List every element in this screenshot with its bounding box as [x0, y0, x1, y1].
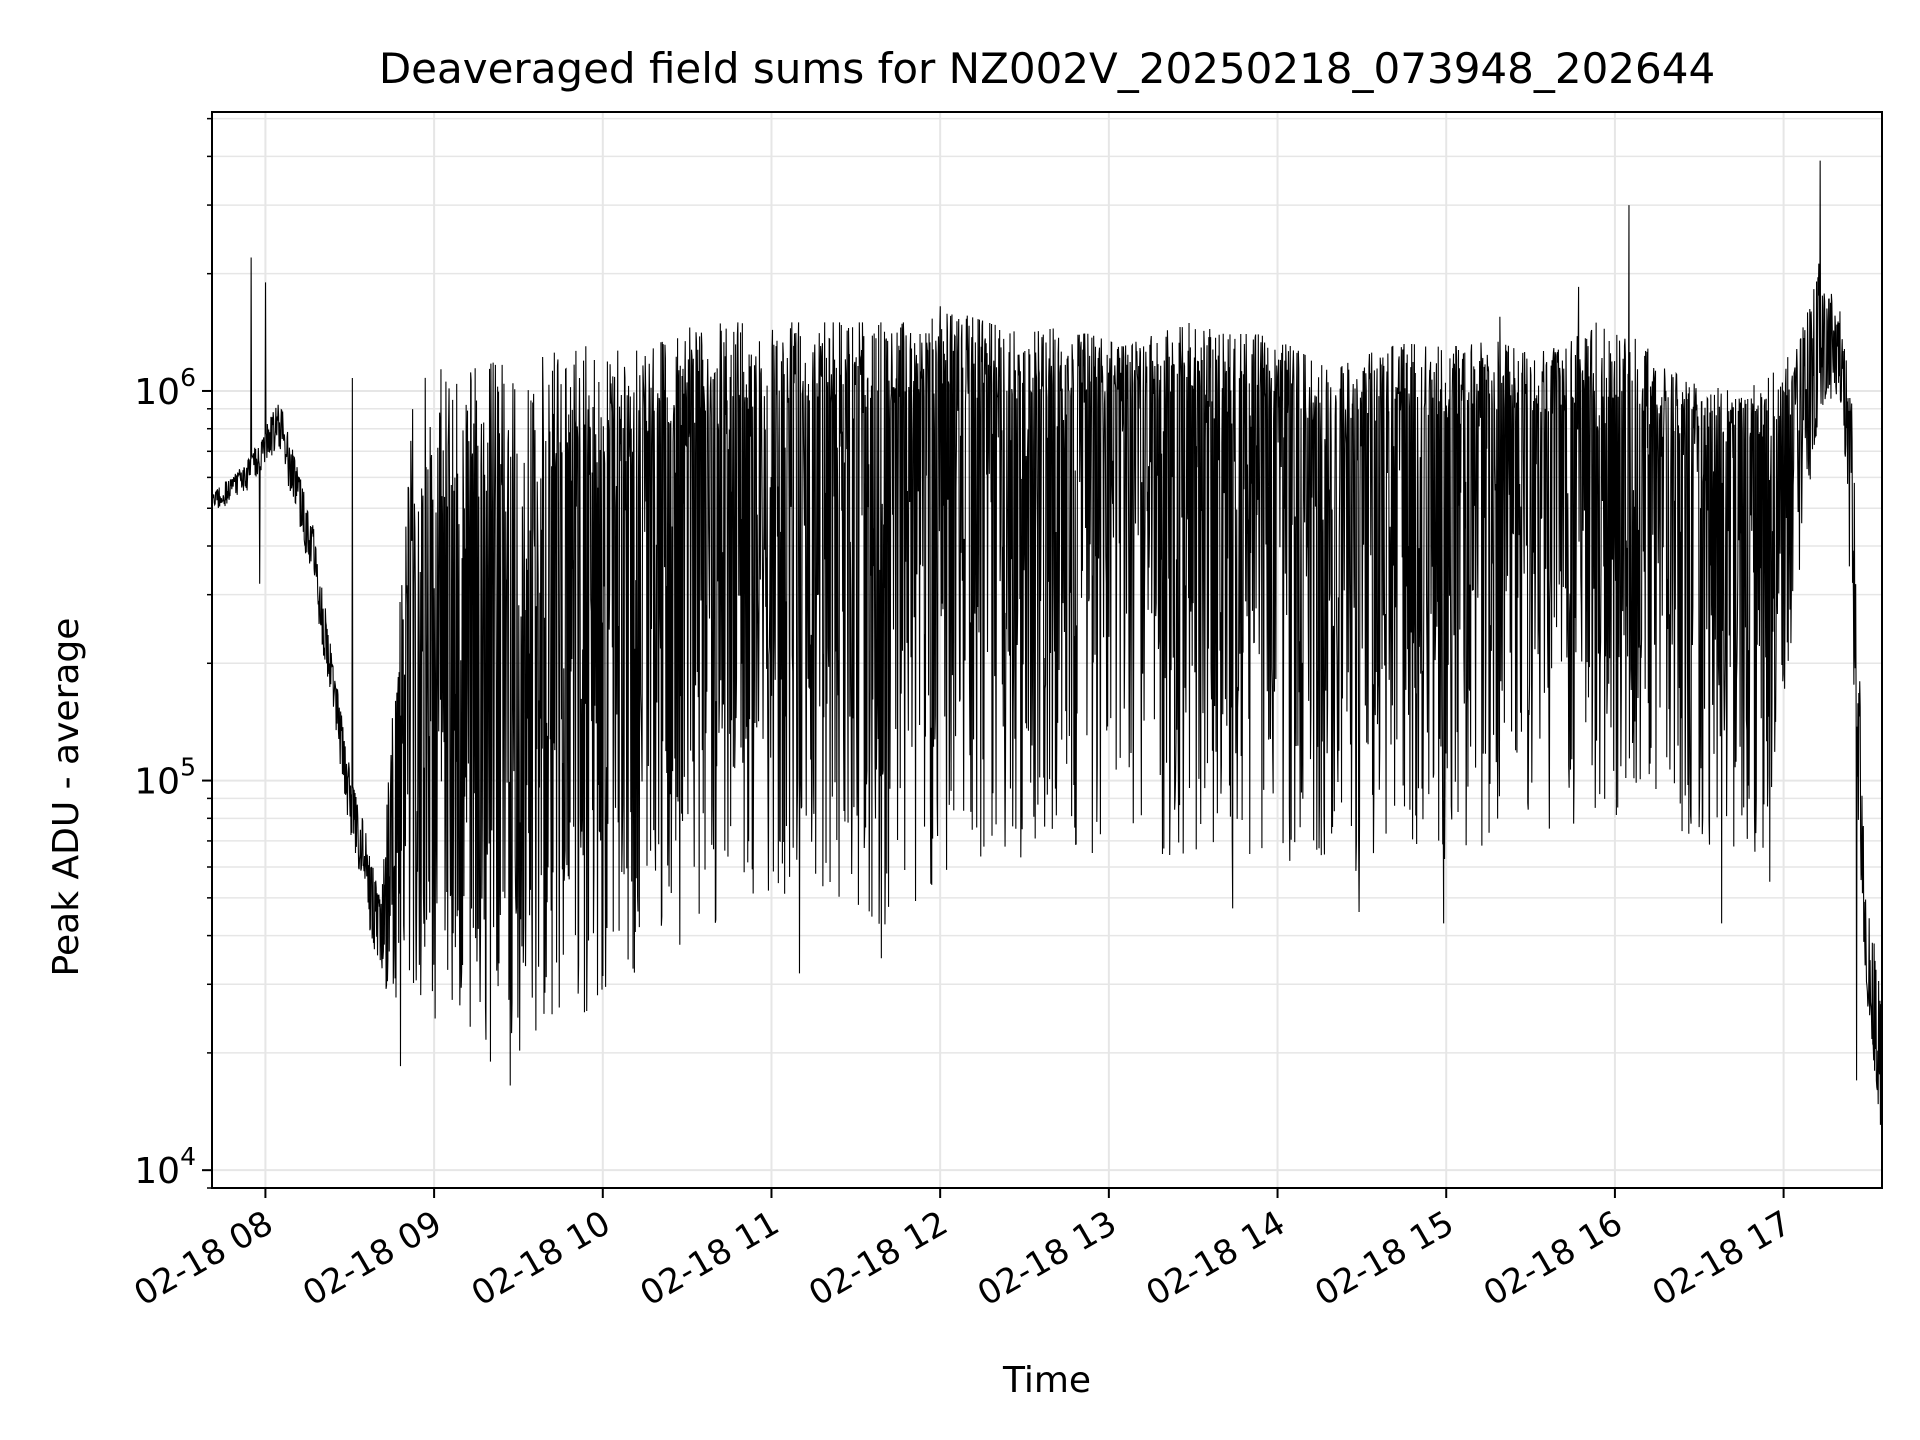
plot-frame	[211, 111, 1883, 1189]
chart-title: Deaveraged field sums for NZ002V_2025021…	[379, 44, 1715, 93]
x-axis-label: Time	[1002, 1360, 1091, 1401]
y-tick-label: 106	[134, 363, 196, 413]
y-tick-label: 105	[134, 753, 196, 803]
series-line	[211, 160, 1883, 1134]
series-trace	[211, 160, 1883, 1134]
y-axis-label: Peak ADU - average	[46, 618, 87, 977]
y-tick-label: 104	[134, 1142, 196, 1192]
y-axis: 104 105 106	[134, 117, 212, 1192]
